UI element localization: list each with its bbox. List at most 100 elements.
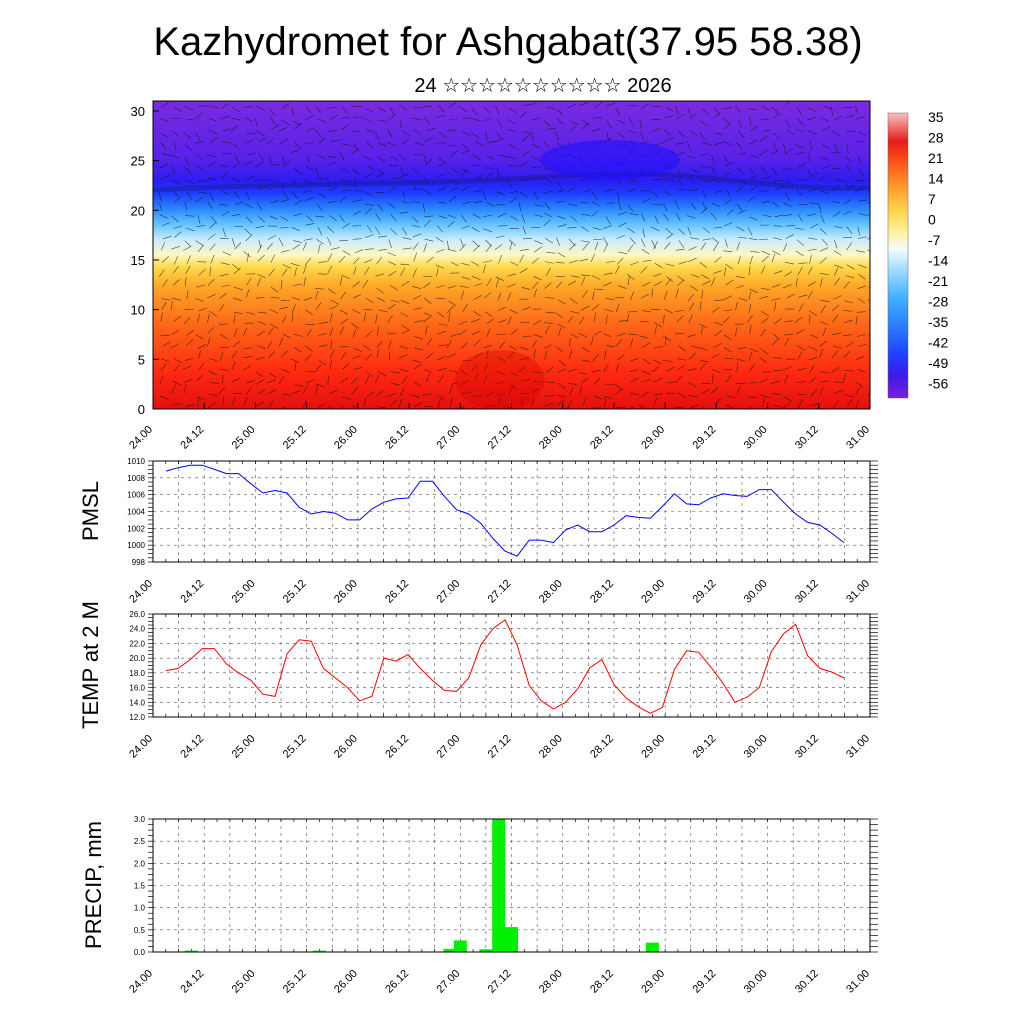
- x-tick-label: 24.12: [178, 424, 206, 452]
- temp-y-axis: 12.014.016.018.020.022.024.026.0: [129, 610, 145, 722]
- x-tick-label: 31.00: [844, 968, 872, 996]
- y-tick-label: 3.0: [134, 815, 146, 824]
- x-tick-label: 24.00: [127, 424, 155, 452]
- colorbar-label: -14: [928, 253, 948, 269]
- y-tick-label: 16.0: [129, 684, 145, 693]
- x-tick-label: 28.12: [588, 733, 616, 761]
- y-tick-label: 15: [131, 253, 145, 268]
- x-tick-label: 30.00: [742, 733, 770, 761]
- y-tick-label: 1.5: [134, 882, 146, 891]
- temp-panel: TEMP at 2 M 12.014.016.018.020.022.024.0…: [78, 601, 878, 761]
- x-tick-label: 27.00: [434, 578, 462, 606]
- x-tick-label: 24.00: [127, 578, 155, 606]
- y-tick-label: 24.0: [129, 625, 145, 634]
- x-tick-label: 29.12: [691, 733, 719, 761]
- x-tick-label: 26.12: [383, 424, 411, 452]
- colorbar-label: 35: [928, 109, 944, 125]
- cold-core: [540, 140, 680, 180]
- y-tick-label: 1.0: [134, 904, 146, 913]
- colorbar-label: -7: [928, 232, 941, 248]
- warm-core: [455, 350, 545, 410]
- y-tick-label: 14.0: [129, 698, 145, 707]
- wind-barb: [870, 168, 877, 173]
- colorbar-label: 21: [928, 150, 944, 166]
- y-tick-label: 22.0: [129, 639, 145, 648]
- wind-barb: [870, 385, 879, 386]
- x-tick-label: 28.00: [537, 733, 565, 761]
- x-tick-label: 29.12: [691, 968, 719, 996]
- colorbar-label: -49: [928, 355, 948, 371]
- colorbar-label: -42: [928, 335, 948, 351]
- x-tick-label: 24.12: [178, 968, 206, 996]
- x-tick-label: 29.00: [639, 578, 667, 606]
- colorbar-label: 14: [928, 171, 944, 187]
- y-tick-label: 10: [131, 303, 145, 318]
- y-tick-label: 1010: [127, 457, 145, 466]
- colorbar-label: -56: [928, 376, 948, 392]
- temp-grid: [148, 614, 878, 717]
- x-tick-label: 24.00: [127, 733, 155, 761]
- y-tick-label: 18.0: [129, 669, 145, 678]
- x-tick-label: 25.00: [230, 733, 258, 761]
- pmsl-ylabel: PMSL: [78, 481, 103, 541]
- y-tick-label: 1000: [127, 541, 145, 550]
- pmsl-grid: [148, 461, 878, 562]
- x-tick-label: 28.12: [588, 424, 616, 452]
- wind-barb: [870, 353, 876, 360]
- colorbar-label: -35: [928, 314, 948, 330]
- x-tick-label: 26.00: [332, 733, 360, 761]
- x-tick-label: 28.00: [537, 424, 565, 452]
- x-tick-label: 26.12: [383, 968, 411, 996]
- x-tick-label: 26.00: [332, 578, 360, 606]
- y-tick-label: 0: [138, 402, 145, 417]
- x-tick-label: 27.12: [486, 733, 514, 761]
- precip-ylabel: PRECIP, mm: [81, 821, 106, 949]
- chart-title: Kazhydromet for Ashgabat(37.95 58.38): [153, 20, 862, 64]
- x-tick-label: 31.00: [844, 424, 872, 452]
- x-tick-label: 27.00: [434, 733, 462, 761]
- colorbar-label: 0: [928, 212, 936, 228]
- precip-y-axis: 0.00.51.01.52.02.53.0: [134, 815, 146, 957]
- y-tick-label: 26.0: [129, 610, 145, 619]
- x-tick-label: 29.12: [691, 578, 719, 606]
- y-tick-label: 5: [138, 352, 145, 367]
- wind-barb: [665, 409, 672, 414]
- temp-ylabel: TEMP at 2 M: [78, 601, 103, 729]
- x-tick-label: 26.12: [383, 578, 411, 606]
- x-tick-label: 29.00: [639, 424, 667, 452]
- x-tick-label: 25.00: [230, 968, 258, 996]
- x-tick-label: 28.00: [537, 578, 565, 606]
- x-tick-label: 26.00: [332, 424, 360, 452]
- x-tick-label: 24.00: [127, 968, 155, 996]
- y-tick-label: 2.0: [134, 859, 146, 868]
- y-tick-label: 25: [131, 154, 145, 169]
- x-tick-label: 26.12: [383, 733, 411, 761]
- colorbar-label: 28: [928, 130, 944, 146]
- y-tick-label: 1004: [127, 508, 145, 517]
- x-tick-label: 25.12: [281, 968, 309, 996]
- x-tick-label: 30.00: [742, 968, 770, 996]
- x-tick-label: 30.12: [793, 578, 821, 606]
- x-tick-label: 25.12: [281, 424, 309, 452]
- x-tick-label: 27.12: [486, 424, 514, 452]
- colorbar-label: 7: [928, 191, 936, 207]
- wind-barb: [870, 361, 875, 369]
- x-tick-label: 24.12: [178, 578, 206, 606]
- precip-bar: [506, 928, 518, 952]
- colorbar-label: -21: [928, 273, 948, 289]
- precip-bar: [454, 941, 466, 952]
- x-tick-label: 31.00: [844, 578, 872, 606]
- x-tick-label: 24.12: [178, 733, 206, 761]
- y-tick-label: 2.5: [134, 837, 146, 846]
- y-tick-label: 12.0: [129, 713, 145, 722]
- x-tick-label: 31.00: [844, 733, 872, 761]
- x-tick-label: 29.12: [691, 424, 719, 452]
- x-tick-label: 28.12: [588, 578, 616, 606]
